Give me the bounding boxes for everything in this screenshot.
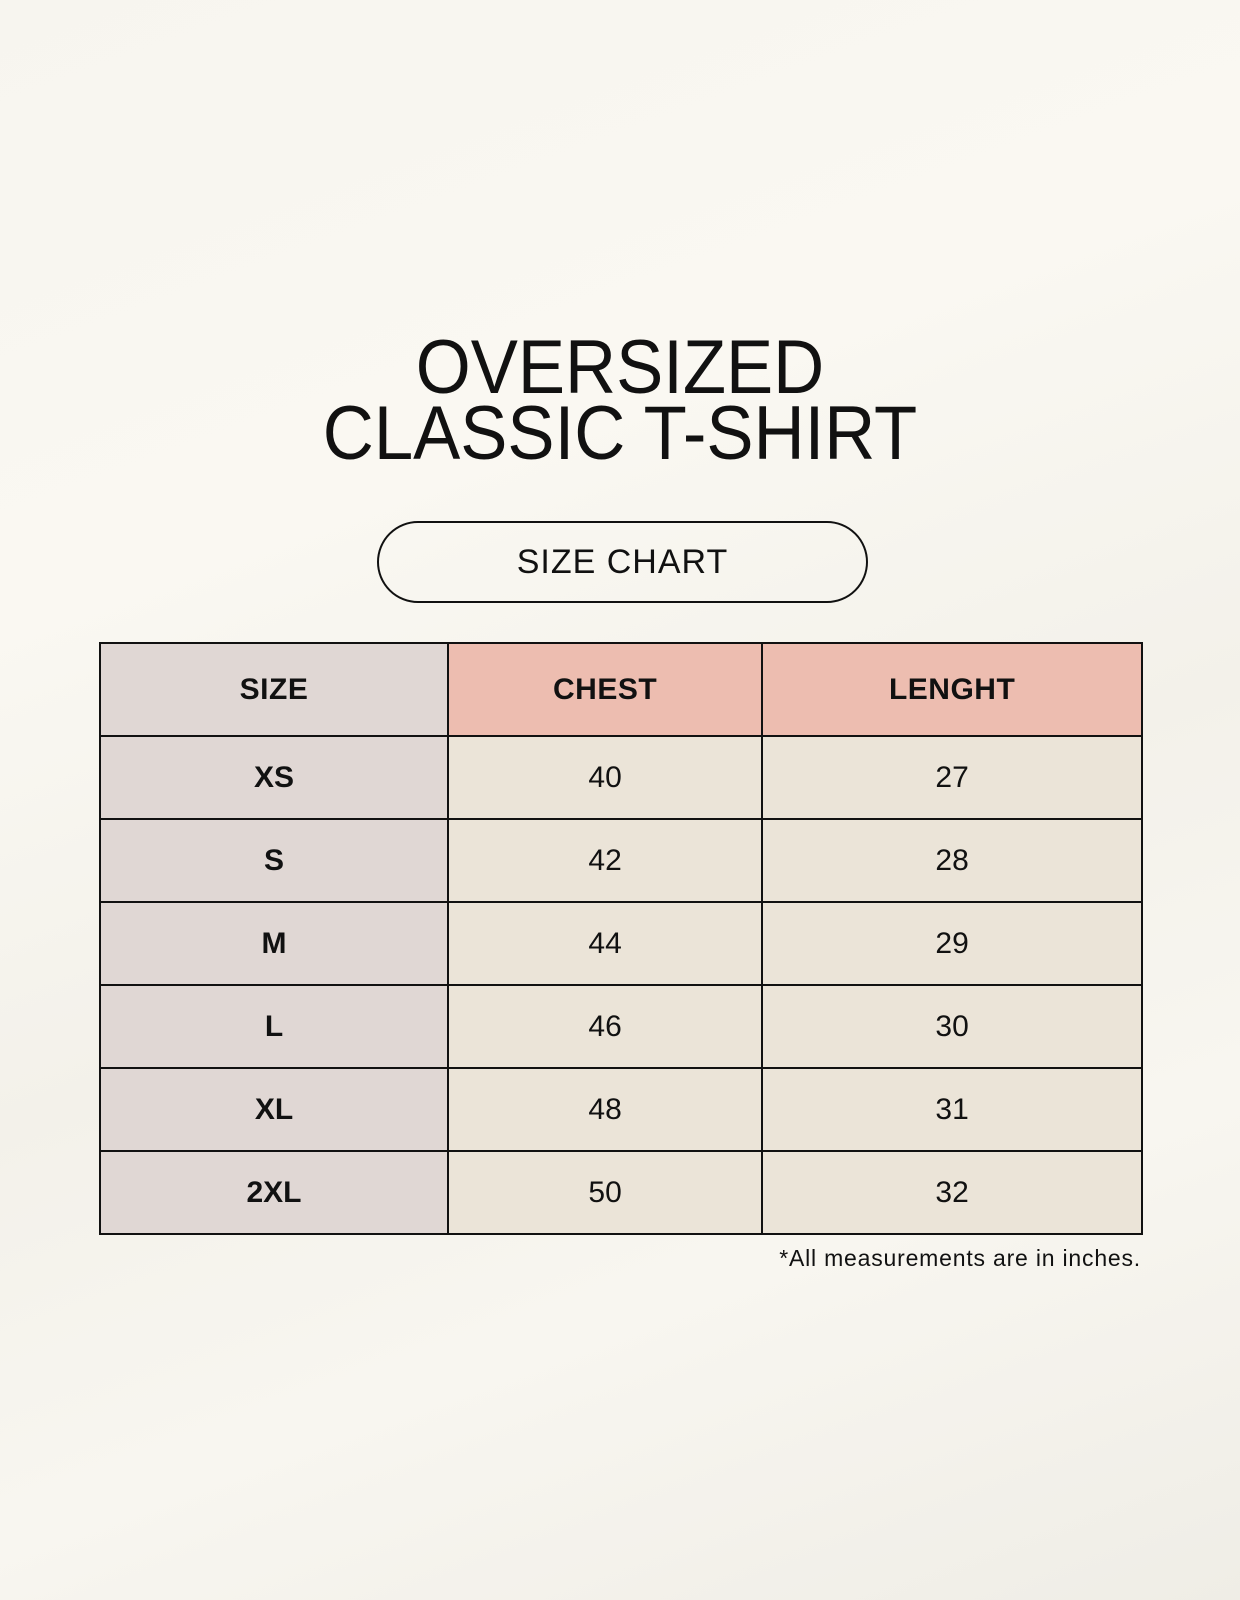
chest-cell: 50 — [446, 1150, 764, 1235]
length-cell: 31 — [761, 1067, 1143, 1152]
header-chest: CHEST — [446, 642, 764, 737]
header-length: LENGHT — [761, 642, 1143, 737]
footnote: *All measurements are in inches. — [779, 1245, 1141, 1271]
table-row: S 42 28 — [99, 818, 1143, 903]
size-cell: 2XL — [99, 1150, 449, 1235]
chest-cell: 48 — [446, 1067, 764, 1152]
header-size: SIZE — [99, 642, 449, 737]
length-cell: 29 — [761, 901, 1143, 986]
size-cell: XS — [99, 735, 449, 820]
table-row: 2XL 50 32 — [99, 1150, 1143, 1235]
table-header-row: SIZE CHEST LENGHT — [99, 642, 1143, 737]
table-row: XS 40 27 — [99, 735, 1143, 820]
size-table: SIZE CHEST LENGHT XS 40 27 S 42 28 M 44 29 L 46 30 X… — [99, 642, 1143, 1235]
title-line-2: CLASSIC T-SHIRT — [322, 391, 918, 476]
size-chart-badge: SIZE CHART — [377, 521, 868, 603]
size-cell: L — [99, 984, 449, 1069]
chest-cell: 44 — [446, 901, 764, 986]
table-row: M 44 29 — [99, 901, 1143, 986]
chest-cell: 40 — [446, 735, 764, 820]
chest-cell: 42 — [446, 818, 764, 903]
size-cell: XL — [99, 1067, 449, 1152]
length-cell: 30 — [761, 984, 1143, 1069]
table-row: XL 48 31 — [99, 1067, 1143, 1152]
chest-cell: 46 — [446, 984, 764, 1069]
length-cell: 28 — [761, 818, 1143, 903]
table-row: L 46 30 — [99, 984, 1143, 1069]
page-title: OVERSIZED CLASSIC T-SHIRT — [43, 325, 1196, 476]
length-cell: 32 — [761, 1150, 1143, 1235]
size-cell: S — [99, 818, 449, 903]
length-cell: 27 — [761, 735, 1143, 820]
size-cell: M — [99, 901, 449, 986]
title-line-1: OVERSIZED — [415, 325, 825, 410]
